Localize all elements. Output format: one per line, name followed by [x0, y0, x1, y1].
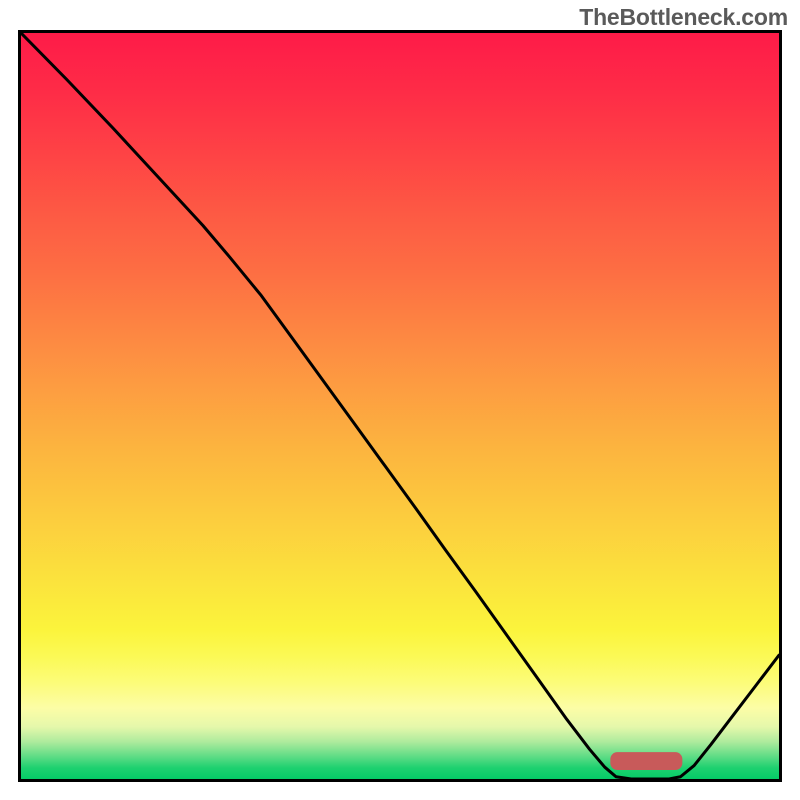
chart-background: [21, 33, 779, 779]
chart-frame: [18, 30, 782, 782]
attribution-label: TheBottleneck.com: [579, 4, 788, 31]
optimal-range-marker: [610, 752, 682, 770]
chart-canvas: [21, 33, 779, 779]
chart-page: { "attribution": { "label": "TheBottlene…: [0, 0, 800, 800]
